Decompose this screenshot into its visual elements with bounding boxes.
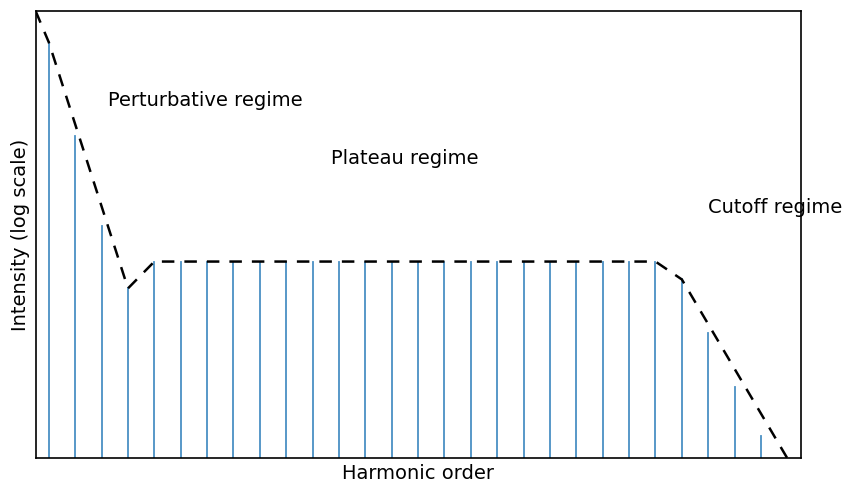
Text: Perturbative regime: Perturbative regime [108,91,303,110]
Text: Cutoff regime: Cutoff regime [708,199,843,217]
Text: Plateau regime: Plateau regime [331,149,478,168]
X-axis label: Harmonic order: Harmonic order [342,464,494,483]
Y-axis label: Intensity (log scale): Intensity (log scale) [11,139,30,331]
